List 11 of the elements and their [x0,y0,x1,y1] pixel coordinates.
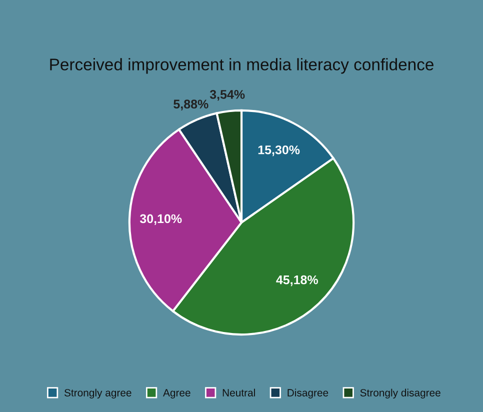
data-label: 3,54% [210,90,245,101]
legend-label: Strongly agree [64,388,132,399]
data-label: 30,10% [140,214,182,225]
legend-label: Agree [163,389,190,399]
data-label: 5,88% [174,100,208,110]
data-label: 45,18% [276,275,318,286]
legend-label: Neutral [222,388,255,396]
chart-title: Perceived improvement in media literacy confidence [50,58,434,74]
data-label: 15,30% [258,145,300,156]
legend-label: Strongly disagree [360,388,440,399]
legend-label: Disagree [288,388,328,399]
